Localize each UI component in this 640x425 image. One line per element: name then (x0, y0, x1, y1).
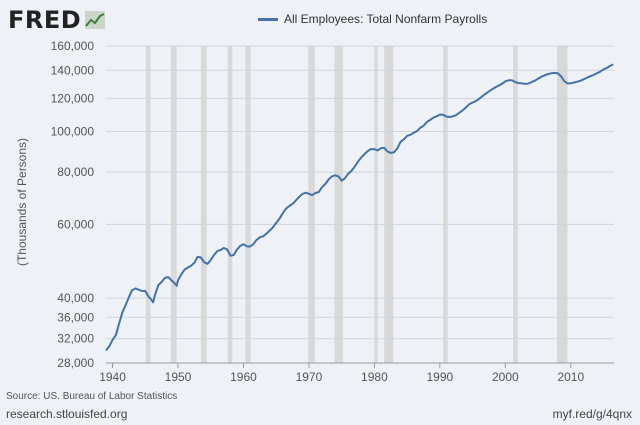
recession-band (384, 46, 394, 363)
recession-band (200, 46, 207, 363)
y-tick-label: 36,000 (57, 310, 94, 324)
x-tick-label: 1990 (427, 370, 454, 384)
x-tick-label: 2010 (557, 370, 584, 384)
recession-band (308, 46, 315, 363)
recession-band (443, 46, 448, 363)
recession-band (145, 46, 151, 363)
fred-logo-text: FRED (8, 6, 82, 34)
recession-band (170, 46, 177, 363)
recession-band (334, 46, 343, 363)
fred-logo[interactable]: FRED (8, 6, 106, 34)
recession-band (245, 46, 251, 363)
x-tick-label: 1950 (165, 370, 192, 384)
y-tick-label: 160,000 (51, 39, 95, 53)
y-tick-label: 120,000 (51, 91, 95, 105)
y-tick-label: 80,000 (57, 165, 94, 179)
recession-band (227, 46, 233, 363)
legend-label: All Employees: Total Nonfarm Payrolls (284, 12, 488, 26)
y-tick-label: 100,000 (51, 124, 95, 138)
recession-band (557, 46, 568, 363)
short-link[interactable]: myf.red/g/4qnx (552, 407, 632, 421)
y-axis-title: (Thousands of Persons) (15, 138, 29, 266)
y-tick-label: 60,000 (57, 217, 94, 231)
x-tick-label: 1980 (361, 370, 388, 384)
series-line[interactable] (105, 63, 614, 352)
y-tick-label: 32,000 (57, 332, 94, 346)
x-tick-label: 1960 (230, 370, 257, 384)
recession-band (513, 46, 518, 363)
x-tick-label: 1970 (296, 370, 323, 384)
y-tick-labels: 28,000 32,000 36,000 40,000 60,000 80,000 100,… (51, 39, 95, 370)
chart-line-icon (85, 11, 106, 29)
y-tick-label: 140,000 (51, 63, 95, 77)
gridlines (106, 45, 614, 364)
x-tick-label: 2000 (492, 370, 519, 384)
chart-legend[interactable]: All Employees: Total Nonfarm Payrolls (258, 12, 487, 26)
source-note: Source: US. Bureau of Labor Statistics (6, 391, 178, 402)
recession-bands (145, 46, 568, 363)
x-tick-label: 1940 (99, 370, 126, 384)
y-tick-label: 28,000 (57, 356, 94, 370)
x-tick-labels: 1940 1950 1960 1970 1980 1990 2000 2010 (99, 363, 584, 384)
site-link[interactable]: research.stlouisfed.org (6, 407, 128, 421)
recession-band (374, 46, 378, 363)
legend-swatch (258, 17, 278, 21)
y-tick-label: 40,000 (57, 291, 94, 305)
